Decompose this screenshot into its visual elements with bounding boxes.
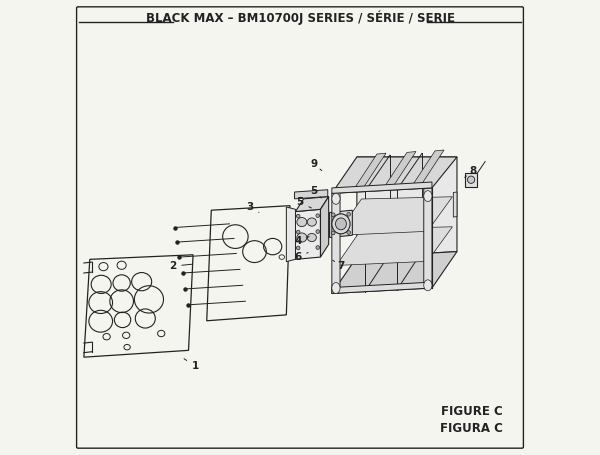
Ellipse shape (316, 230, 320, 233)
Text: BLACK MAX – BM10700J SERIES / SÉRIE / SERIE: BLACK MAX – BM10700J SERIES / SÉRIE / SE… (146, 10, 455, 25)
Ellipse shape (424, 280, 432, 291)
Polygon shape (329, 210, 352, 238)
Polygon shape (332, 182, 432, 193)
Polygon shape (295, 197, 329, 212)
Ellipse shape (347, 231, 350, 234)
Polygon shape (84, 255, 193, 357)
Polygon shape (332, 192, 340, 293)
Ellipse shape (332, 214, 350, 234)
Polygon shape (286, 207, 295, 262)
FancyBboxPatch shape (77, 7, 523, 448)
Ellipse shape (297, 217, 307, 227)
Polygon shape (454, 192, 457, 217)
Ellipse shape (307, 218, 316, 226)
Ellipse shape (296, 214, 300, 218)
Polygon shape (465, 173, 478, 187)
Text: 1: 1 (184, 359, 199, 371)
Polygon shape (332, 157, 457, 193)
Text: 8: 8 (465, 166, 476, 177)
Polygon shape (295, 190, 328, 199)
Polygon shape (332, 252, 457, 293)
Text: 9: 9 (310, 159, 322, 171)
Text: 3: 3 (247, 202, 259, 212)
Polygon shape (337, 197, 452, 235)
Ellipse shape (331, 231, 335, 235)
Polygon shape (332, 282, 432, 293)
Polygon shape (424, 188, 432, 289)
Polygon shape (295, 209, 320, 259)
Polygon shape (320, 197, 329, 257)
Ellipse shape (316, 246, 320, 249)
Ellipse shape (296, 230, 300, 234)
Ellipse shape (331, 213, 335, 217)
Ellipse shape (424, 191, 432, 202)
Polygon shape (207, 206, 290, 321)
Text: 2: 2 (169, 261, 193, 271)
Text: 5: 5 (310, 186, 322, 198)
Polygon shape (352, 153, 386, 192)
Polygon shape (357, 157, 457, 257)
Ellipse shape (332, 283, 340, 293)
Ellipse shape (335, 218, 346, 230)
Ellipse shape (297, 233, 307, 242)
Text: 6: 6 (294, 252, 308, 262)
Text: FIGURE C: FIGURE C (441, 405, 502, 418)
Ellipse shape (347, 212, 350, 216)
Ellipse shape (316, 214, 320, 217)
Text: FIGURA C: FIGURA C (440, 422, 502, 435)
Polygon shape (337, 227, 452, 265)
Polygon shape (382, 152, 416, 191)
Text: 7: 7 (333, 260, 344, 271)
Ellipse shape (332, 193, 340, 204)
Ellipse shape (296, 246, 300, 250)
Ellipse shape (467, 176, 475, 183)
Text: 5: 5 (296, 197, 311, 208)
Polygon shape (410, 150, 444, 189)
Ellipse shape (307, 233, 316, 242)
Text: 4: 4 (294, 236, 309, 246)
